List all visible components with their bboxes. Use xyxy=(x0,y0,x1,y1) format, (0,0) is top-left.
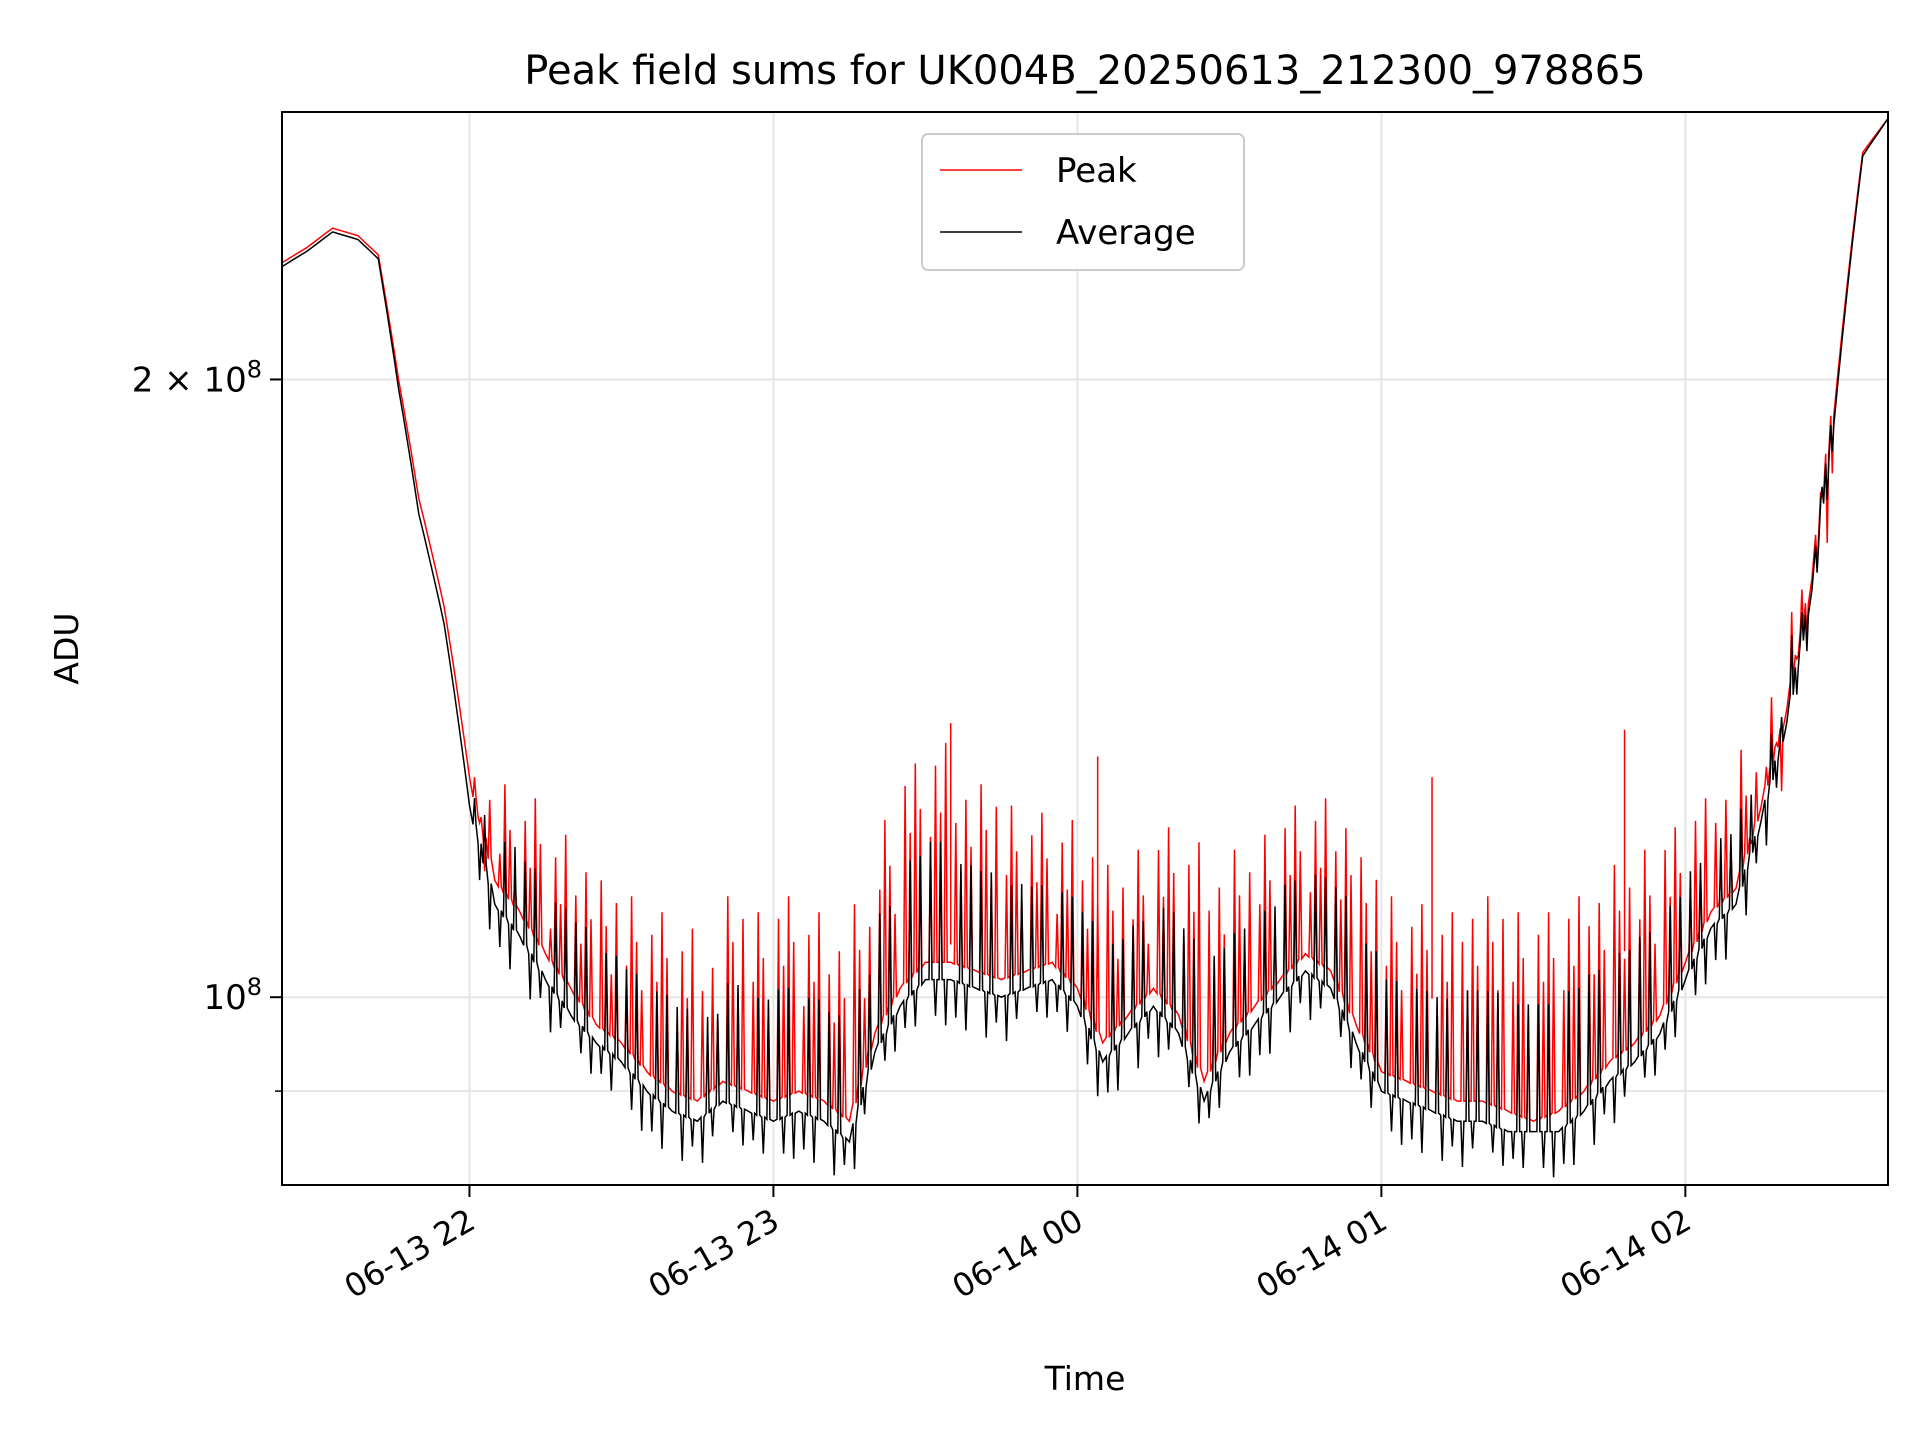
legend-label: Peak xyxy=(1056,151,1137,191)
legend: Peak Average xyxy=(921,133,1245,271)
series-average-line xyxy=(282,118,1888,1178)
legend-label: Average xyxy=(1056,213,1196,253)
y-tick-label: 2 × 108 xyxy=(132,355,262,400)
legend-box xyxy=(921,133,1245,271)
y-axis-label: ADU xyxy=(47,612,86,684)
axes-frame xyxy=(281,111,1889,1186)
chart-title: Peak field sums for UK004B_20250613_2123… xyxy=(524,48,1645,94)
plot-area xyxy=(282,118,1888,1178)
x-axis-label: Time xyxy=(1044,1359,1126,1398)
y-tick-label: 108 xyxy=(203,973,262,1018)
series-group xyxy=(282,118,1888,1178)
